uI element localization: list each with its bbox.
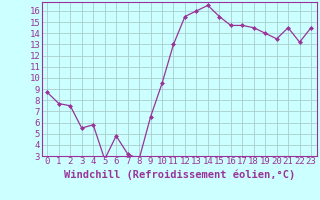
X-axis label: Windchill (Refroidissement éolien,°C): Windchill (Refroidissement éolien,°C): [64, 169, 295, 180]
